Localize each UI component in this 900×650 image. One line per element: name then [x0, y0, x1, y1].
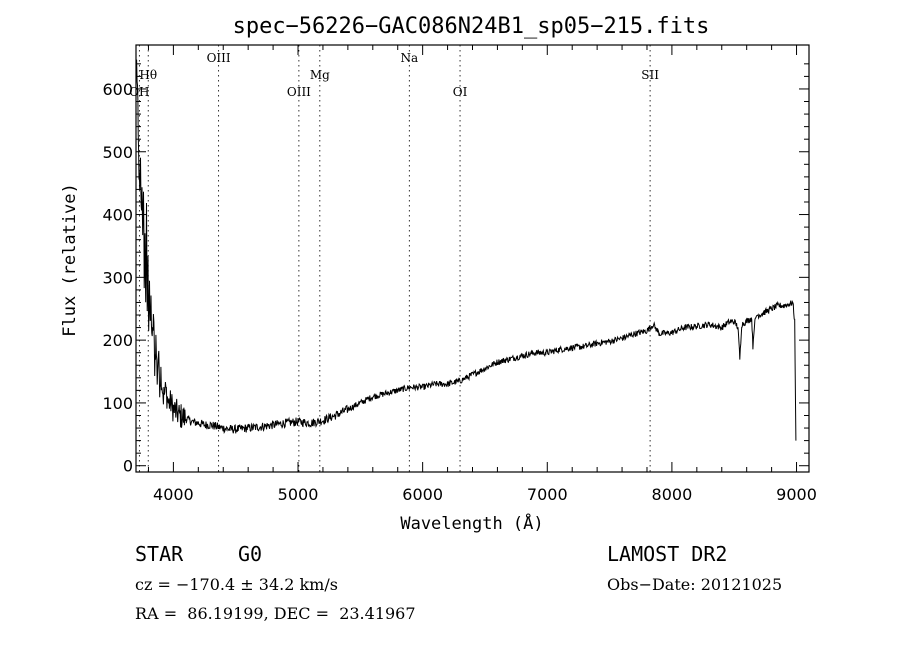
x-tick-label: 4000 [153, 485, 194, 504]
survey-name: LAMOST DR2 [607, 542, 728, 566]
y-tick-label: 500 [102, 143, 133, 162]
spectrum-line [136, 59, 797, 441]
x-tick-label: 5000 [278, 485, 319, 504]
y-tick-label: 200 [102, 331, 133, 350]
line-marker-label: SII [641, 68, 659, 82]
y-tick-label: 600 [102, 80, 133, 99]
plot-frame [135, 44, 810, 473]
y-tick-label: 0 [123, 457, 133, 476]
coordinates: RA = 86.19199, DEC = 23.41967 [135, 604, 416, 623]
x-tick-label: 6000 [402, 485, 443, 504]
object-subclass: G0 [238, 542, 263, 566]
x-tick-label: 8000 [652, 485, 693, 504]
x-tick-label: 9000 [776, 485, 817, 504]
y-axis: 0 100 200 300 400 500 600 [102, 63, 809, 476]
y-tick-label: 400 [102, 206, 133, 225]
y-axis-label: Flux (relative) [60, 183, 80, 337]
line-marker-label: Hθ [139, 68, 157, 82]
redshift-velocity: cz = −170.4 ± 34.2 km/s [135, 575, 338, 594]
line-marker-label: OIII [207, 51, 231, 65]
line-marker-label: Mg [310, 68, 330, 82]
observation-date: Obs−Date: 20121025 [607, 575, 783, 594]
object-class: STAR [135, 542, 184, 566]
spectrum-series [136, 59, 797, 441]
y-tick-label: 100 [102, 394, 133, 413]
line-marker-label: OIII [287, 85, 311, 99]
line-marker-label: OI [453, 85, 468, 99]
x-axis-label: Wavelength (Å) [400, 512, 543, 534]
x-axis: 4000 5000 6000 7000 8000 9000 [147, 45, 817, 504]
y-tick-label: 300 [102, 268, 133, 287]
line-marker-label: Na [400, 51, 418, 65]
x-tick-label: 7000 [527, 485, 568, 504]
chart-title: spec−56226−GAC086N24B1_sp05−215.fits [233, 14, 710, 39]
